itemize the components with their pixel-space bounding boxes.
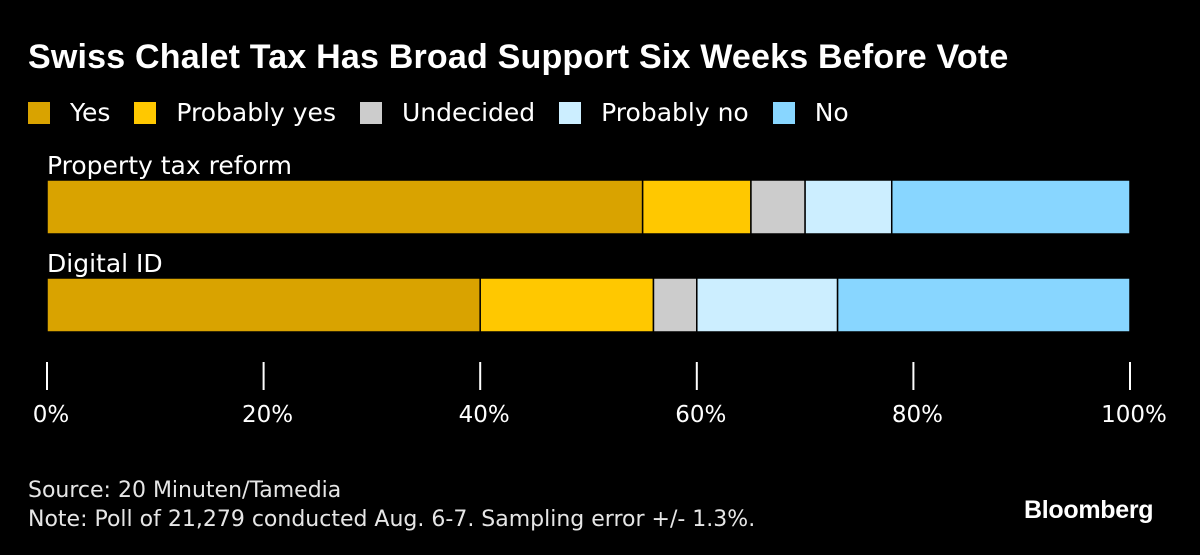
bloomberg-logo: Bloomberg: [1024, 496, 1154, 524]
legend: Yes Probably yes Undecided Probably no No: [28, 98, 873, 128]
bar-segment-no: [836, 277, 1131, 333]
footer: Source: 20 Minuten/Tamedia Note: Poll of…: [28, 476, 755, 534]
legend-item-probably-yes: Probably yes: [134, 98, 336, 128]
bar-segment-probably-yes: [479, 277, 655, 333]
legend-label: Probably no: [601, 98, 749, 127]
legend-swatch: [134, 102, 157, 124]
bar-segment-probably-yes: [641, 179, 752, 235]
legend-label: No: [814, 98, 849, 127]
x-tick-label: 80%: [892, 402, 943, 428]
bar-segment-probably-no: [804, 179, 893, 235]
category-label: Property tax reform: [47, 151, 292, 180]
legend-item-probably-no: Probably no: [559, 98, 749, 128]
legend-label: Undecided: [401, 98, 536, 127]
bar-segment-probably-no: [696, 277, 839, 333]
x-tick-label: 60%: [675, 402, 726, 428]
legend-swatch: [28, 102, 50, 124]
bar-segment-undecided: [750, 179, 806, 235]
source-note: Source: 20 Minuten/Tamedia: [28, 478, 342, 503]
legend-item-undecided: Undecided: [359, 98, 536, 128]
bar-segment-yes: [46, 179, 644, 235]
legend-item-yes: Yes: [28, 98, 110, 128]
x-tick-label: 100%: [1101, 402, 1167, 428]
legend-label: Yes: [70, 98, 111, 127]
x-tick-label: 0%: [33, 402, 70, 428]
chart-title: Swiss Chalet Tax Has Broad Support Six W…: [28, 38, 1009, 76]
legend-label: Probably yes: [176, 98, 336, 127]
legend-swatch: [359, 102, 382, 124]
bar-segment-undecided: [652, 277, 698, 333]
bar-segment-yes: [46, 277, 481, 333]
category-label: Digital ID: [47, 249, 163, 278]
stacked-bar-chart: Property tax reform Digital ID 0% 20% 40% 60%…: [33, 151, 1167, 428]
x-tick-label: 40%: [459, 402, 510, 428]
legend-swatch: [772, 102, 795, 124]
legend-item-no: No: [772, 98, 849, 128]
legend-swatch: [559, 102, 582, 124]
bar-segment-no: [890, 179, 1131, 235]
x-tick-label: 20%: [242, 402, 293, 428]
poll-note: Note: Poll of 21,279 conducted Aug. 6-7.…: [28, 507, 756, 532]
